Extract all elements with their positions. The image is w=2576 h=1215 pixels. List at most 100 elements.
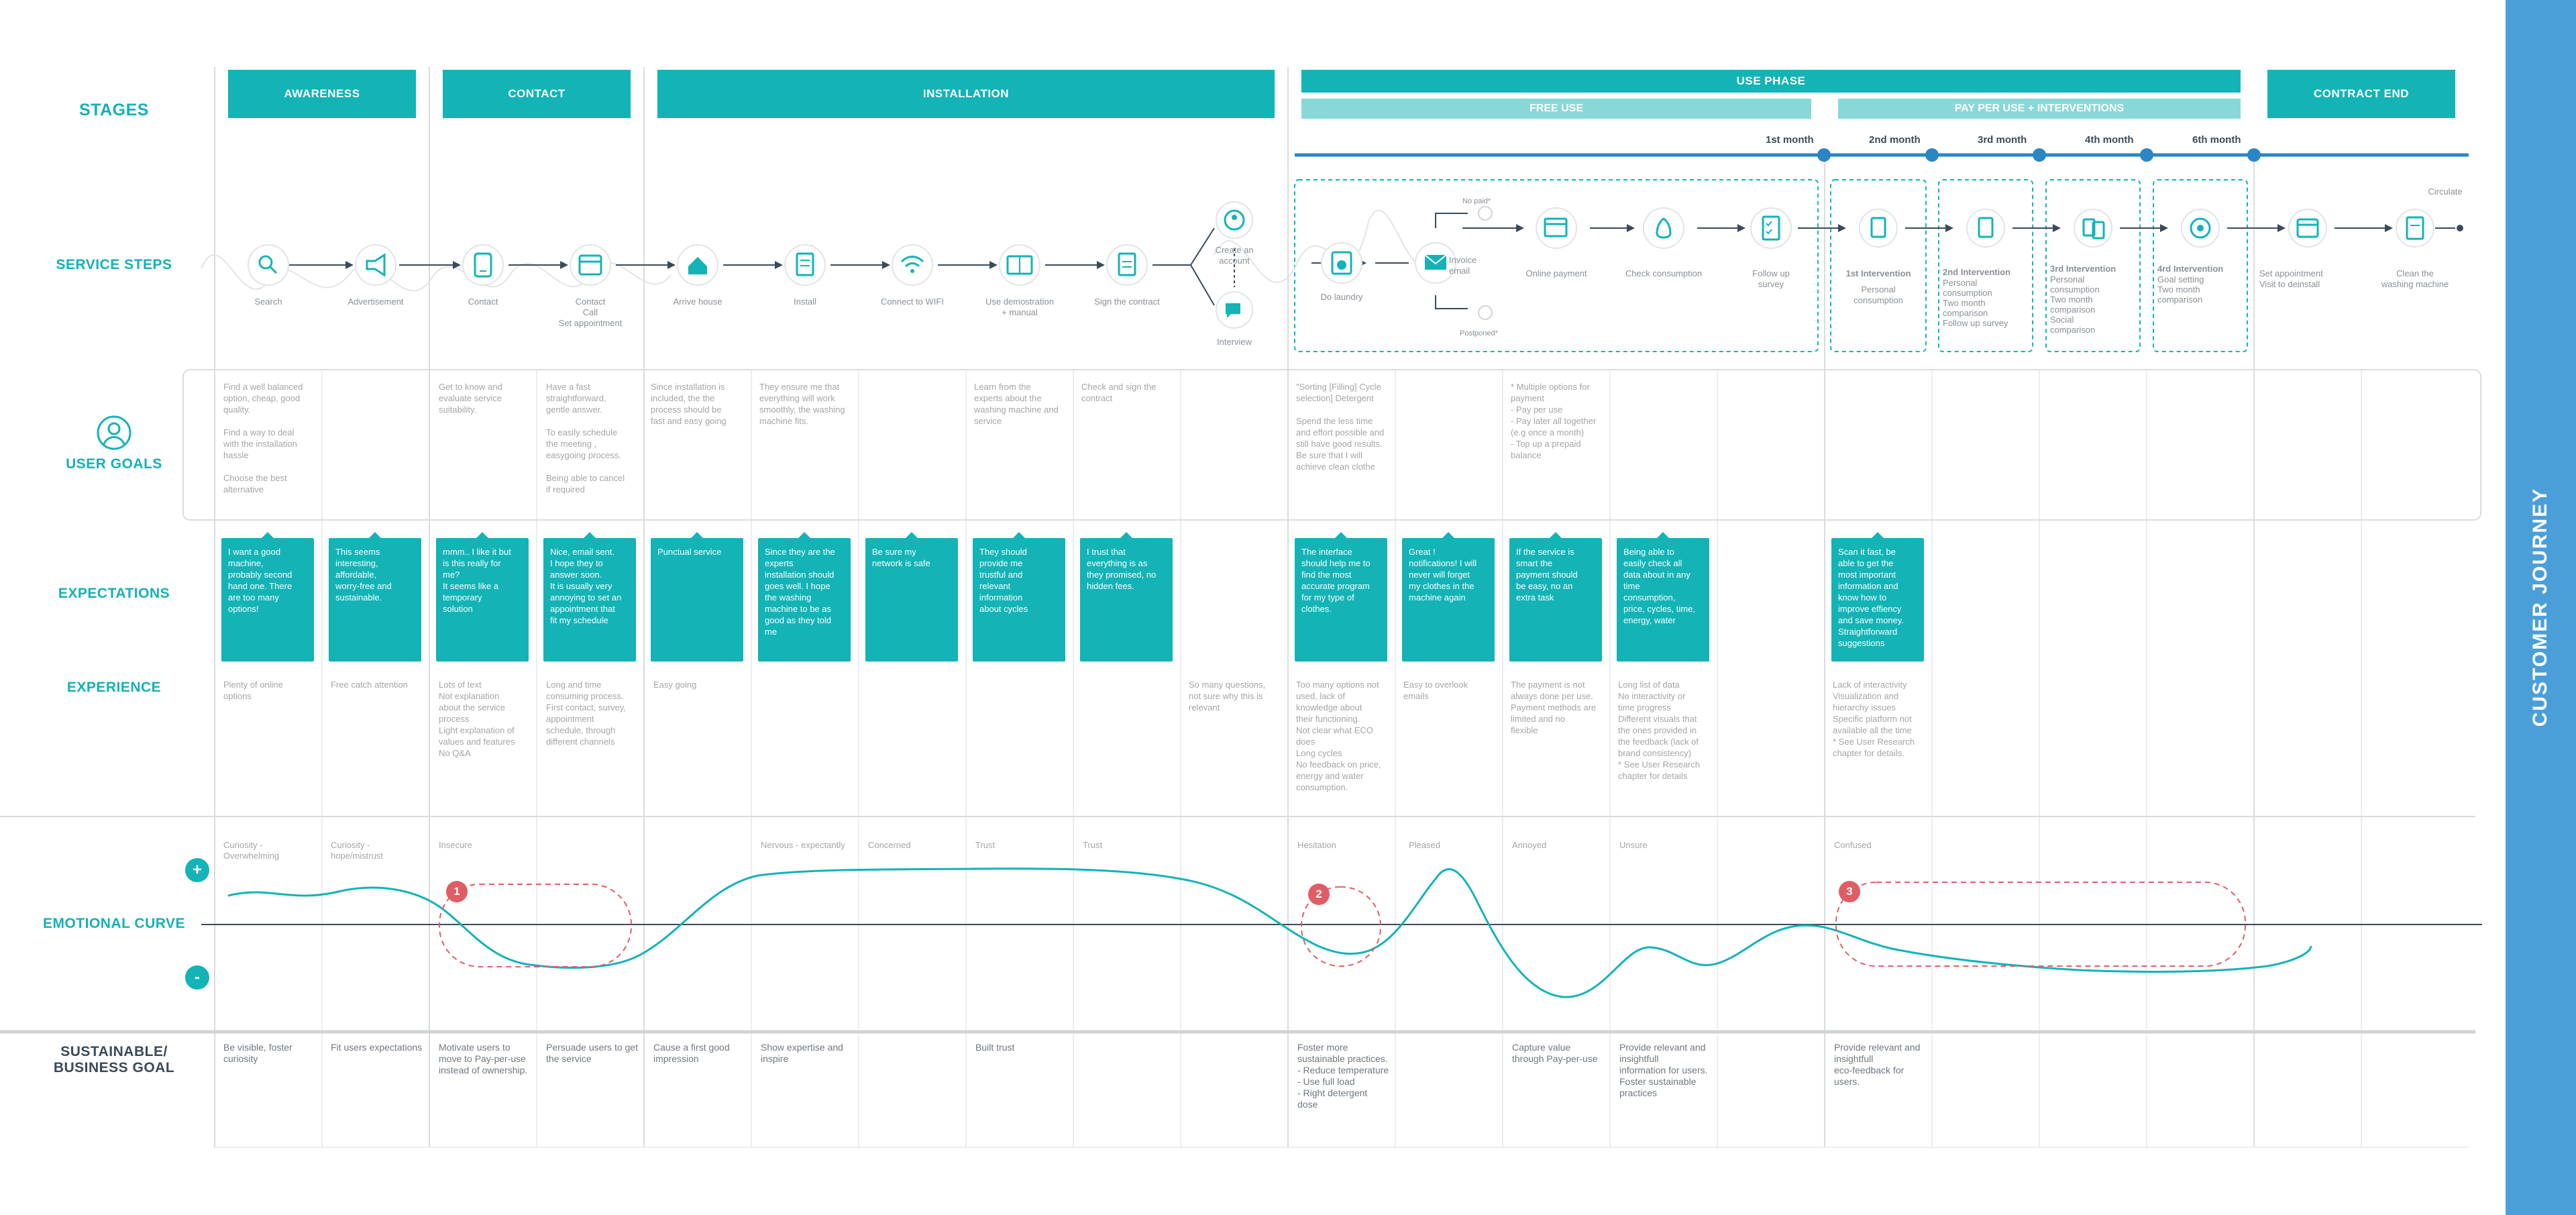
experience-text: So many questions, not sure why this is … [1189,680,1266,712]
step-contact-call-label: Contact Call Set appointment [558,297,623,328]
emotion-label: Unsure [1619,840,1648,850]
account-icon [1216,201,1253,239]
expectation-card: I want a good machine, probably second h… [221,532,314,662]
intervention-2-title: 2nd Intervention [1943,267,2011,277]
expectation-card: Great ! notifications! I will never will… [1402,532,1495,662]
step-circulate-label: Circulate [2428,187,2463,197]
step-advertisement-label: Advertisement [347,297,404,307]
step-postponed-label: Postponed* [1460,329,1498,337]
business-goal: Fit users expectations [331,1042,423,1053]
step-use-demo-label: Use demostration + manual [985,297,1054,317]
emotion-label: Trust [1083,840,1103,850]
business-goal: Show expertise and inspire [761,1042,843,1064]
install-document-icon [784,244,826,286]
calendar-icon [570,244,611,286]
row-label-service-steps: SERVICE STEPS [56,257,172,272]
intervention-3-icon [2074,209,2112,248]
expectation-card: If the service is smart the payment shou… [1509,532,1602,662]
target-icon [2181,209,2220,248]
wifi-icon [892,244,933,286]
clean-machine-icon [2396,209,2434,248]
expectation-card: This seems interesting, affordable, worr… [329,532,421,662]
search-icon [248,244,289,286]
flow-arrows [288,213,2455,309]
row-label-experience: EXPERIENCE [66,680,162,695]
expectation-card: mmm.. I like it but is this really for m… [436,532,529,662]
experience-text: Lack of interactivity Visualization and … [1833,680,1915,758]
step-contact-label: Contact [468,297,498,307]
contract-icon [1106,244,1148,286]
intervention-4-title: 4rd Intervention [2157,264,2224,274]
step-clean-machine-label: Clean the washing machine [2381,268,2449,289]
emotional-curve-line [227,867,2312,998]
month-6: 6th month [2192,134,2241,146]
emotion-label: Insecure [439,840,472,850]
emotion-label: Hesitation [1297,840,1336,850]
email-icon [1415,242,1456,284]
intervention-3-title: 3rd Intervention [2050,264,2116,274]
expectation-card: Scan it fast, be able to get the most im… [1831,532,1924,662]
interview-chat-icon [1216,291,1253,329]
intervention-4-body: Goal setting Two month comparison [2157,274,2204,305]
stage-awareness: AWARENESS [228,70,416,118]
expectation-card: Nice, email sent. I hope they to answer … [543,532,636,662]
appointment-calendar-icon [2288,209,2327,248]
goal-contact: Get to know and evaluate service suitabi… [439,382,502,415]
emotion-label: Trust [975,840,996,850]
consumption-icon [1643,207,1684,249]
sidebar-title: CUSTOMER JOURNEY [2529,487,2551,727]
experience-text: Long and time consuming process. First c… [546,680,626,747]
emotion-label: Curiosity - hope/mistrust [331,840,384,861]
manual-icon [999,244,1040,286]
month-2: 2nd month [1869,134,1921,146]
service-step-icons [248,201,2434,329]
experience-text: Free catch attention [331,680,408,690]
stage-use-phase: USE PHASE [1301,70,2241,93]
intervention-1-title: 1st Intervention [1845,268,1911,278]
goal-contract: Check and sign the contract [1081,382,1157,403]
step-follow-up-label: Follow up survey [1752,268,1790,289]
experience-text: Long list of data No interactivity or ti… [1618,680,1701,781]
month-4: 4th month [2085,134,2134,146]
business-goal: Be visible, foster curiosity [223,1042,292,1064]
customer-journey-sidebar [2506,0,2576,1215]
month-1: 1st month [1766,134,1814,146]
intervention-2-body: Personal consumption Two month compariso… [1943,278,2008,328]
emotion-label: Concerned [868,840,911,850]
step-set-appointment-label: Set appointment Visit to deinstall [2259,268,2323,289]
goal-awareness: Find a well balanced option, cheap, good… [223,382,303,494]
expectation-card: The interface should help me to find the… [1295,532,1387,662]
step-check-consumption-label: Check consumption [1625,268,1703,278]
expectation-card: Be sure my network is safe [865,532,958,662]
intervention-2-icon [1966,209,2005,248]
expectation-card: I trust that everything is as they promi… [1080,532,1173,662]
step-do-laundry-label: Do laundry [1320,292,1363,302]
business-goal: Provide relevant and insightfull informa… [1619,1042,1708,1098]
substage-free-use: FREE USE [1301,99,1811,119]
experience-text: Lots of text Not explanation about the s… [439,680,515,758]
laundry-icon [1321,242,1362,284]
expectation-card: Since they are the experts installation … [758,532,851,662]
pain-point-3-badge: 3 [1846,885,1853,898]
emotion-positive-marker: + [192,861,202,879]
business-goal: Capture value through Pay-per-use [1512,1042,1598,1064]
survey-icon [1750,207,1792,249]
emotion-label: Confused [1834,840,1872,850]
emotion-label: Annoyed [1512,840,1547,850]
goal-install: They ensure me that everything will work… [759,382,845,426]
expectation-card: Punctual service [651,532,743,662]
emotion-label: Curiosity - Overwhelming [223,840,280,861]
expectation-card: Being able to easily check all data abou… [1617,532,1709,662]
step-interview-label: Interview [1216,337,1252,347]
pain-point-1-badge: 1 [453,885,460,898]
row-label-emotional-curve: EMOTIONAL CURVE [42,916,186,931]
goal-demo: Learn from the experts about the washing… [974,382,1059,426]
experience-text: Easy going [653,680,697,690]
journey-grid [0,67,2482,1148]
payment-icon [1536,207,1577,249]
emotion-negative-marker: - [195,968,200,986]
house-icon [677,244,718,286]
experience-text: The payment is not always done per use. … [1511,680,1597,735]
business-goal: Foster more sustainable practices. - Red… [1297,1042,1389,1110]
expectation-card: They should provide me trustful and rele… [973,532,1065,662]
